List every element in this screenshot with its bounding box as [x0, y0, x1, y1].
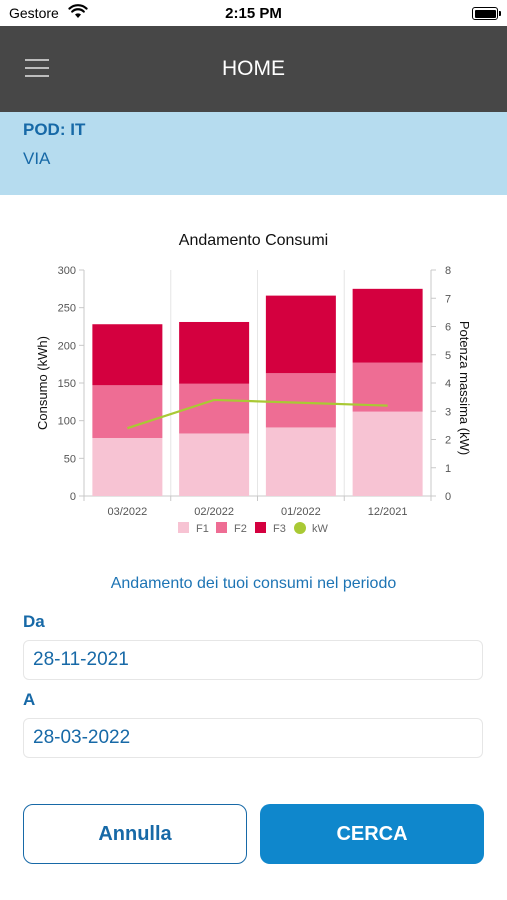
- to-date-label: A: [23, 690, 36, 709]
- y2-tick-label: 8: [445, 265, 451, 277]
- hamburger-menu-icon[interactable]: [25, 59, 49, 77]
- bar-f3-02-2022: [179, 321, 250, 384]
- y2-axis-label: Potenza massima (kW): [457, 321, 472, 455]
- y2-tick-label: 6: [445, 322, 451, 334]
- top-navigation-bar: HOME: [0, 26, 507, 112]
- legend-swatch-kw: [294, 522, 306, 534]
- legend-label: F3: [273, 523, 286, 535]
- to-date-input[interactable]: [24, 719, 482, 757]
- consumption-chart: 0 50 100 150 200 250 300 0 1 2 3 4 5 6 7 8 03/2022 02/202…: [35, 265, 472, 535]
- x-tick-label: 01/2022: [281, 506, 321, 518]
- to-date-field[interactable]: [23, 718, 483, 758]
- bar-f3-01-2022: [265, 295, 336, 374]
- bar-f1-01-2022: [265, 427, 336, 496]
- y2-tick-label: 3: [445, 406, 451, 418]
- bar-f1-12-2021: [352, 411, 423, 496]
- y-tick-label: 50: [64, 453, 76, 465]
- period-subtitle: Andamento dei tuoi consumi nel periodo: [110, 575, 397, 592]
- x-tick-label: 02/2022: [194, 506, 234, 518]
- status-bar: Gestore 2:15 PM: [0, 0, 507, 26]
- x-tick-label: 03/2022: [107, 506, 147, 518]
- x-tick-label: 12/2021: [368, 506, 408, 518]
- bar-f2-12-2021: [352, 362, 423, 412]
- wifi-icon: [68, 4, 88, 18]
- y2-tick-label: 4: [445, 378, 451, 390]
- legend-label: F1: [196, 523, 209, 535]
- legend-swatch-f3: [255, 522, 266, 533]
- search-button[interactable]: CERCA: [260, 804, 484, 864]
- legend-label: F2: [234, 523, 247, 535]
- y2-tick-label: 2: [445, 435, 451, 447]
- bar-f2-01-2022: [265, 373, 336, 428]
- y2-tick-label: 1: [445, 463, 451, 475]
- legend-label: kW: [312, 523, 329, 535]
- y-tick-label: 0: [70, 491, 76, 503]
- bar-f1-02-2022: [179, 433, 250, 496]
- battery-icon: [472, 7, 501, 20]
- chart-title: Andamento Consumi: [178, 232, 329, 249]
- page-title: HOME: [222, 57, 285, 80]
- y2-tick-label: 5: [445, 350, 451, 362]
- y-tick-label: 100: [58, 416, 76, 428]
- y-axis-label: Consumo (kWh): [35, 336, 50, 430]
- y2-tick-label: 7: [445, 293, 451, 305]
- y-tick-label: 250: [58, 303, 76, 315]
- carrier-name: Gestore: [9, 5, 59, 21]
- bar-f3-12-2021: [352, 288, 423, 363]
- y2-tick-label: 0: [445, 491, 451, 503]
- clock-time: 2:15 PM: [225, 5, 282, 22]
- kw-line: [127, 398, 388, 430]
- y-tick-label: 150: [58, 378, 76, 390]
- y-tick-label: 200: [58, 340, 76, 352]
- legend-swatch-f1: [178, 522, 189, 533]
- y-tick-label: 300: [58, 265, 76, 277]
- pod-info-panel: POD: IT VIA: [0, 112, 507, 195]
- from-date-input[interactable]: [24, 641, 482, 679]
- bar-f2-03-2022: [92, 385, 163, 438]
- pod-code: POD: IT: [23, 120, 86, 139]
- cancel-button[interactable]: Annulla: [23, 804, 247, 864]
- from-date-label: Da: [23, 612, 45, 631]
- legend-swatch-f2: [216, 522, 227, 533]
- bar-f3-03-2022: [92, 324, 163, 386]
- bar-f1-03-2022: [92, 437, 163, 496]
- from-date-field[interactable]: [23, 640, 483, 680]
- pod-address: VIA: [23, 149, 51, 168]
